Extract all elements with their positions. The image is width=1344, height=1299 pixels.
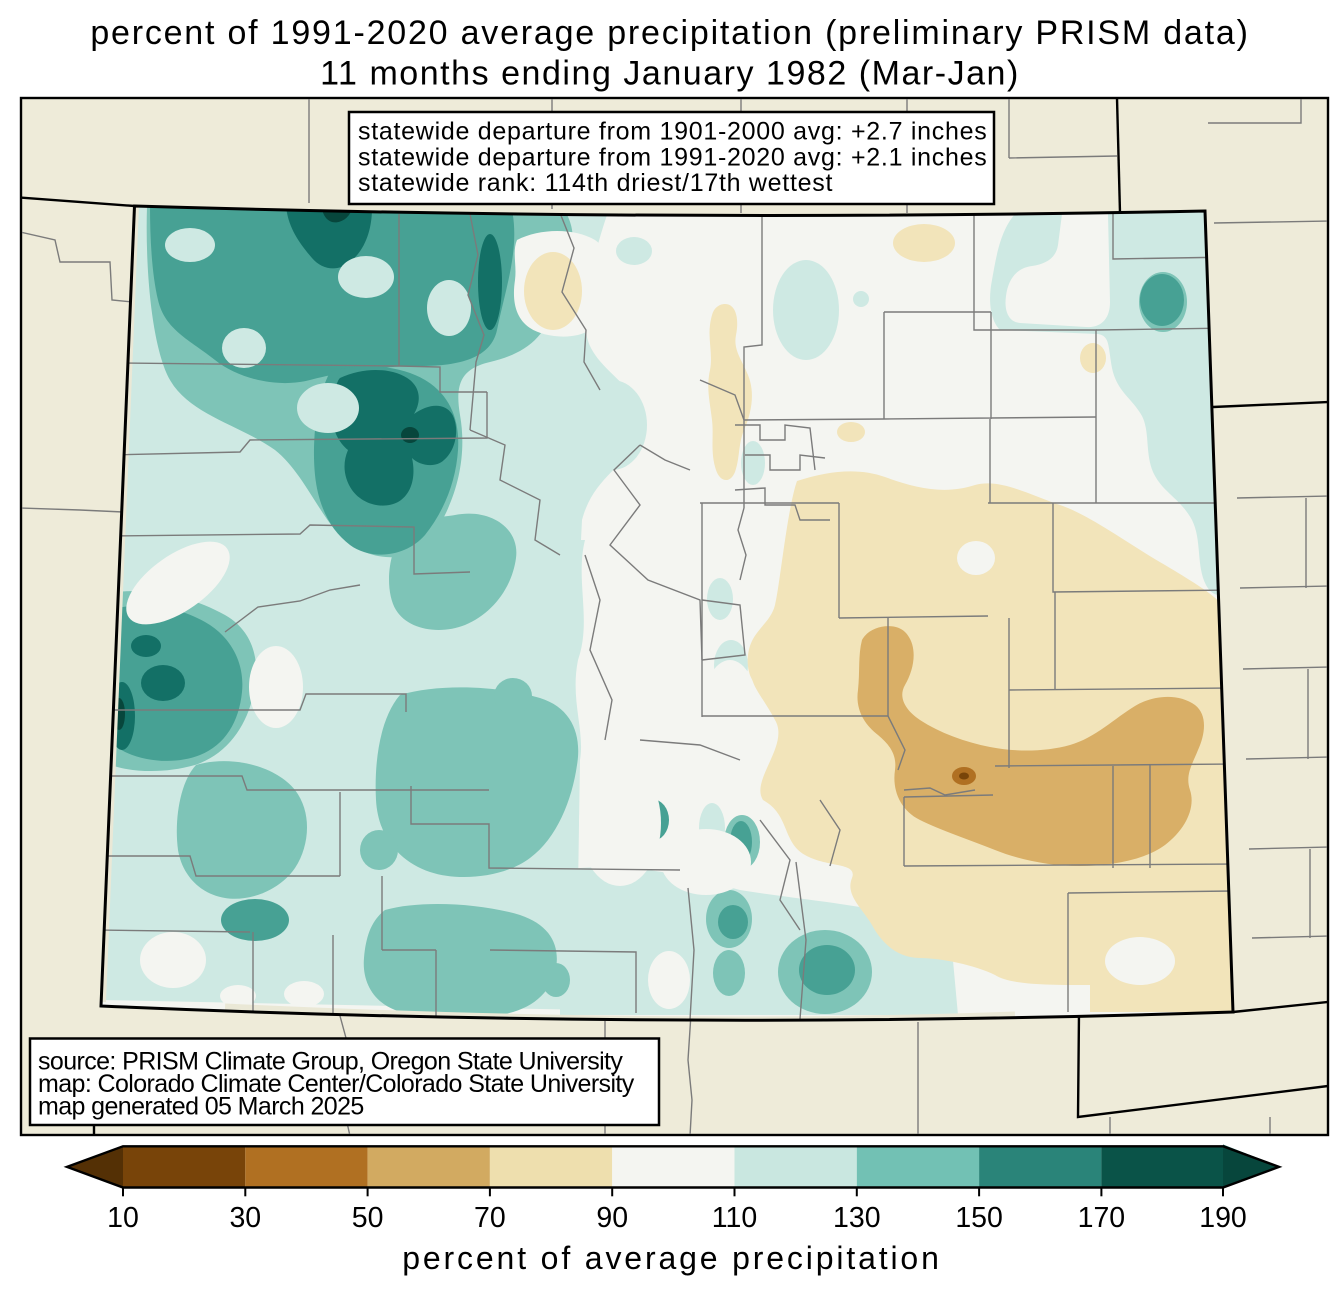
svg-text:statewide rank: 114th driest/1: statewide rank: 114th driest/17th wettes…	[358, 169, 833, 197]
svg-text:percent of average precipitati: percent of average precipitation	[402, 1240, 941, 1276]
svg-text:11 months ending January 1982: 11 months ending January 1982 (Mar-Jan)	[320, 55, 1020, 93]
svg-text:110: 110	[712, 1202, 757, 1234]
svg-text:map: Colorado Climate Center/C: map: Colorado Climate Center/Colorado St…	[38, 1070, 635, 1098]
svg-text:50: 50	[352, 1202, 384, 1234]
svg-text:30: 30	[229, 1202, 261, 1234]
svg-text:percent of 1991-2020 average p: percent of 1991-2020 average precipitati…	[90, 14, 1249, 52]
svg-text:150: 150	[955, 1202, 1003, 1234]
svg-text:statewide departure from 1991-: statewide departure from 1991-2020 avg: …	[358, 143, 987, 171]
svg-text:statewide departure from 1901-: statewide departure from 1901-2000 avg: …	[358, 118, 987, 146]
svg-text:130: 130	[833, 1202, 881, 1234]
svg-text:map generated 05 March 2025: map generated 05 March 2025	[38, 1093, 364, 1121]
svg-text:10: 10	[107, 1202, 139, 1234]
svg-text:190: 190	[1199, 1202, 1247, 1234]
svg-text:90: 90	[596, 1202, 628, 1234]
svg-text:170: 170	[1078, 1202, 1126, 1234]
svg-text:source: PRISM Climate Group, O: source: PRISM Climate Group, Oregon Stat…	[38, 1048, 623, 1076]
svg-text:70: 70	[474, 1202, 506, 1234]
